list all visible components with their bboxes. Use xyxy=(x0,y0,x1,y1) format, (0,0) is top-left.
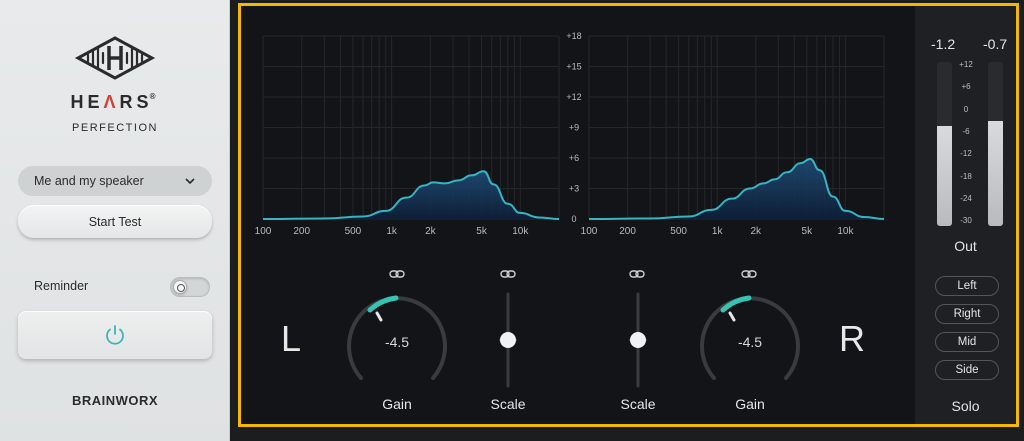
meter-tick-label: -24 xyxy=(960,193,972,203)
meter-tick-label: 0 xyxy=(963,104,969,114)
power-button[interactable] xyxy=(18,311,212,359)
meter-right-fill xyxy=(988,121,1003,226)
right-channel-label: R xyxy=(839,318,865,359)
left-scale-label: Scale xyxy=(490,396,526,412)
brand-subtitle: PERFECTION xyxy=(72,122,158,134)
db-tick-label: +12 xyxy=(566,92,581,102)
solo-label: Solo xyxy=(951,398,980,414)
start-test-button[interactable]: Start Test xyxy=(18,205,212,238)
freq-tick-label: 10k xyxy=(512,226,529,237)
left-gain-label: Gain xyxy=(382,396,412,412)
meter-left-fill xyxy=(937,125,952,226)
meter-tick-label: +6 xyxy=(961,82,971,92)
power-icon xyxy=(106,325,124,345)
freq-tick-label: 2k xyxy=(751,226,763,237)
eq-curve-left-fill xyxy=(263,171,559,219)
reminder-toggle[interactable] xyxy=(170,277,210,297)
freq-tick-label: 5k xyxy=(476,226,488,237)
profile-dropdown-value: Me and my speaker xyxy=(34,174,144,188)
freq-tick-label: 200 xyxy=(293,226,310,237)
freq-tick-label: 5k xyxy=(802,226,814,237)
output-meter-left xyxy=(937,62,952,226)
eq-grid-left xyxy=(262,35,560,220)
meter-tick-label: -12 xyxy=(960,149,972,159)
chevron-down-icon xyxy=(185,178,195,185)
hears-logo xyxy=(0,36,230,80)
meter-tick-label: +12 xyxy=(959,60,973,69)
brand-name: HEΛRS® xyxy=(70,92,160,112)
freq-scale: 100 200 500 1k 2k 5k 10k 100 200 500 1k 2k 5k 10k xyxy=(255,226,855,237)
freq-tick-label: 100 xyxy=(255,226,272,237)
left-channel-label: L xyxy=(281,318,302,359)
sidebar: HEΛRS® PERFECTION Me and my speaker Star… xyxy=(0,0,230,441)
toggle-knob xyxy=(173,280,187,294)
left-gain-knob[interactable] xyxy=(341,288,453,388)
solo-left-button[interactable]: Left xyxy=(935,276,999,296)
freq-tick-label: 200 xyxy=(619,226,636,237)
link-icon[interactable] xyxy=(629,268,645,280)
peak-right-value: -0.7 xyxy=(983,36,1008,52)
freq-tick-label: 1k xyxy=(712,226,724,237)
db-tick-label: 0 xyxy=(571,214,576,224)
left-gain-value: -4.5 xyxy=(384,334,410,350)
db-tick-label: +6 xyxy=(569,153,579,163)
db-tick-label: +3 xyxy=(569,184,579,194)
freq-tick-label: 500 xyxy=(670,226,687,237)
output-meter-right xyxy=(988,62,1003,226)
footer-brand: BRAINWORX xyxy=(71,393,159,408)
solo-side-button[interactable]: Side xyxy=(935,360,999,380)
peak-left-value: -1.2 xyxy=(931,36,956,52)
eq-curve-right-fill xyxy=(589,159,884,219)
link-icon[interactable] xyxy=(389,268,405,280)
eq-grid-right xyxy=(588,35,885,220)
profile-dropdown[interactable]: Me and my speaker xyxy=(18,166,212,196)
right-scale-slider[interactable] xyxy=(625,292,651,388)
plugin-main: +18 +15 +12 +9 +6 +3 0 100 200 500 1k 2k 5k 10k 100 20… xyxy=(238,3,1019,427)
solo-mid-button[interactable]: Mid xyxy=(935,332,999,352)
meter-tick-label: -30 xyxy=(960,216,972,226)
meter-tick-label: -6 xyxy=(962,126,970,136)
eq-display: +18 +15 +12 +9 +6 +3 0 100 200 500 1k 2k 5k 10k 100 20… xyxy=(255,31,885,237)
db-tick-label: +15 xyxy=(566,62,581,72)
right-scale-label: Scale xyxy=(620,396,656,412)
link-icon[interactable] xyxy=(500,268,516,280)
right-gain-knob[interactable] xyxy=(694,288,806,388)
reminder-label: Reminder xyxy=(34,279,89,293)
freq-tick-label: 10k xyxy=(837,226,854,237)
freq-tick-label: 500 xyxy=(345,226,362,237)
meter-tick-label: -18 xyxy=(960,171,972,181)
right-gain-value: -4.5 xyxy=(737,334,763,350)
solo-right-button[interactable]: Right xyxy=(935,304,999,324)
freq-tick-label: 2k xyxy=(425,226,437,237)
eq-curve-left xyxy=(262,170,560,220)
left-scale-slider[interactable] xyxy=(495,292,521,388)
db-scale: +18 +15 +12 +9 +6 +3 0 xyxy=(566,31,581,224)
eq-curve-right xyxy=(588,158,885,220)
output-section: -1.2 -0.7 +12 +6 0 -6 -12 -18 -24 -30 Out Left … xyxy=(915,6,1016,424)
freq-tick-label: 1k xyxy=(386,226,398,237)
freq-tick-label: 100 xyxy=(581,226,598,237)
out-label: Out xyxy=(954,238,977,254)
db-tick-label: +18 xyxy=(566,31,581,41)
link-icon[interactable] xyxy=(741,268,757,280)
right-gain-label: Gain xyxy=(735,396,765,412)
db-tick-label: +9 xyxy=(569,123,579,133)
